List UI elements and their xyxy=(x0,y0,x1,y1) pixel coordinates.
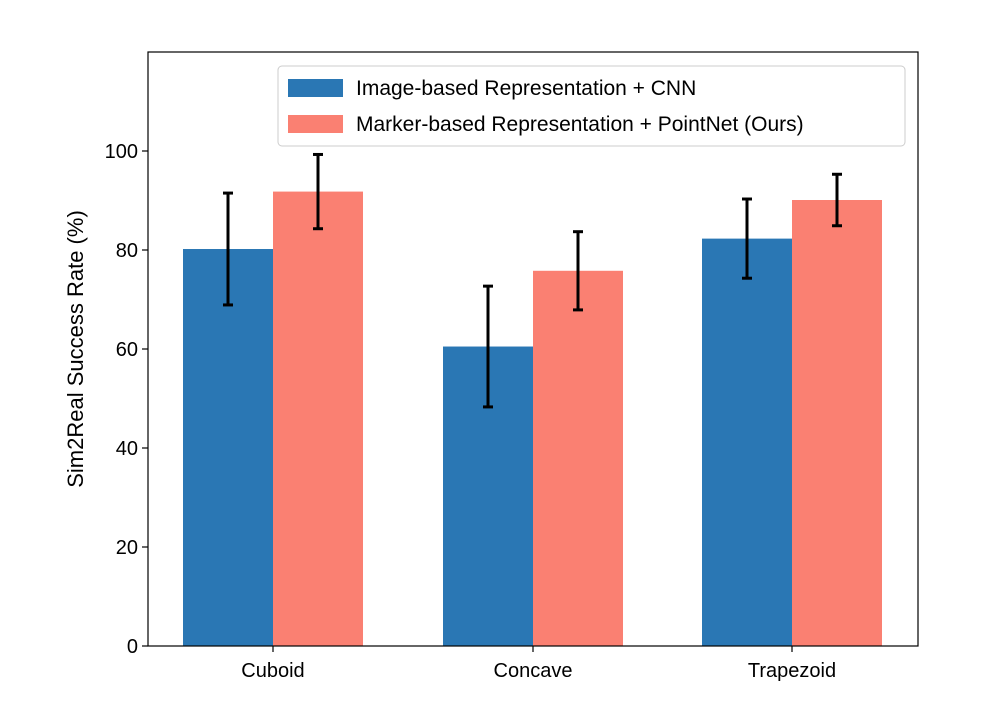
error-bar-concave-series-2 xyxy=(573,230,583,312)
x-tick-label-concave: Concave xyxy=(494,660,573,682)
legend-label-series-1: Image-based Representation + CNN xyxy=(356,77,696,100)
y-tick-label: 40 xyxy=(116,438,138,460)
error-bar-trapezoid-series-2 xyxy=(832,172,842,228)
legend: Image-based Representation + CNN Marker-b… xyxy=(277,65,906,147)
bar-trapezoid-series-1 xyxy=(702,238,792,647)
legend-frame xyxy=(277,65,906,147)
y-axis: 0 20 40 60 80 100 xyxy=(105,141,148,658)
y-tick-label: 20 xyxy=(116,537,138,559)
y-tick-label: 0 xyxy=(127,636,138,658)
y-tick-label: 80 xyxy=(116,240,138,262)
x-tick-label-trapezoid: Trapezoid xyxy=(748,660,836,682)
error-bar-trapezoid-series-1 xyxy=(742,197,752,280)
error-bars-layer xyxy=(223,152,842,409)
bar-trapezoid-series-2 xyxy=(792,200,882,646)
x-axis: Cuboid Concave Trapezoid xyxy=(241,646,836,682)
bar-concave-series-2 xyxy=(533,270,623,646)
error-bar-concave-series-1 xyxy=(483,284,493,409)
y-tick-label: 100 xyxy=(105,141,138,163)
bar-cuboid-series-1 xyxy=(183,249,273,646)
legend-swatch-series-2 xyxy=(288,115,343,133)
error-bar-cuboid-series-2 xyxy=(313,152,323,231)
bars-layer xyxy=(183,191,882,647)
legend-label-series-2: Marker-based Representation + PointNet (… xyxy=(356,113,804,136)
y-axis-label: Sim2Real Success Rate (%) xyxy=(63,210,88,488)
error-bar-cuboid-series-1 xyxy=(223,191,233,307)
legend-swatch-series-1 xyxy=(288,79,343,97)
x-tick-label-cuboid: Cuboid xyxy=(241,660,304,682)
bar-cuboid-series-2 xyxy=(273,191,363,646)
y-tick-label: 60 xyxy=(116,339,138,361)
